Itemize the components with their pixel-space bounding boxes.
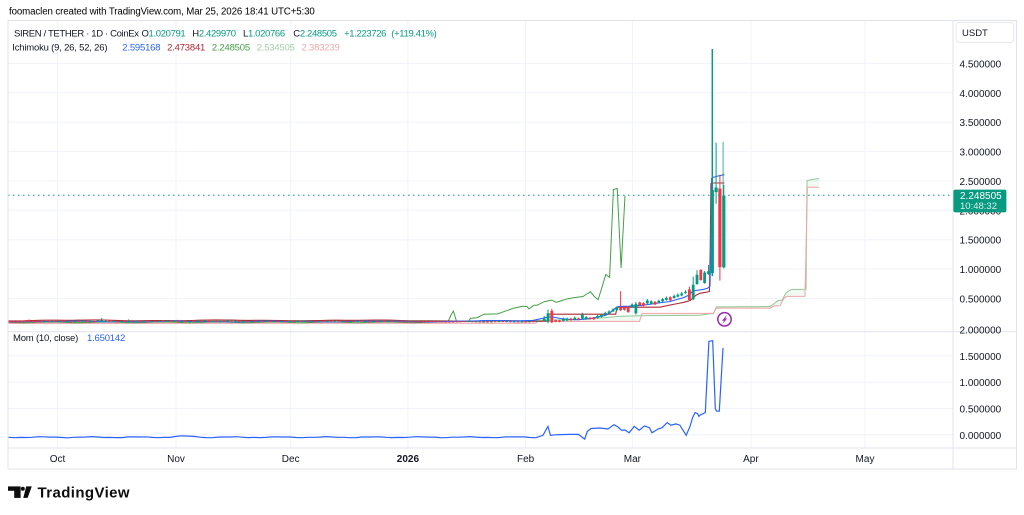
svg-text:1.500000: 1.500000 bbox=[960, 352, 1002, 363]
svg-text:Mar: Mar bbox=[624, 454, 642, 465]
svg-text:0.000000: 0.000000 bbox=[960, 431, 1002, 442]
svg-text:foomaclen created with Trading: foomaclen created with TradingView.com, … bbox=[9, 7, 315, 18]
svg-text:2.248505: 2.248505 bbox=[960, 191, 1002, 202]
svg-text:4.500000: 4.500000 bbox=[960, 59, 1002, 70]
svg-text:TradingView: TradingView bbox=[38, 484, 130, 501]
svg-text:Ichimoku (9, 26, 52, 26)2.5951: Ichimoku (9, 26, 52, 26) 2.595168 2.473841… bbox=[12, 42, 339, 53]
svg-text:1.000000: 1.000000 bbox=[960, 265, 1002, 276]
svg-text:1.500000: 1.500000 bbox=[960, 236, 1002, 247]
svg-text:3.000000: 3.000000 bbox=[960, 148, 1002, 159]
svg-text:USDT: USDT bbox=[962, 28, 988, 39]
svg-text:10:48:32: 10:48:32 bbox=[960, 201, 997, 212]
svg-text:2.000000: 2.000000 bbox=[960, 326, 1002, 337]
svg-text:4.000000: 4.000000 bbox=[960, 89, 1002, 100]
svg-text:2026: 2026 bbox=[397, 454, 420, 465]
svg-text:0.500000: 0.500000 bbox=[960, 294, 1002, 305]
svg-text:0.500000: 0.500000 bbox=[960, 405, 1002, 416]
svg-text:Mom (10, close)1.650142: Mom (10, close) 1.650142 bbox=[13, 333, 125, 344]
svg-text:1.000000: 1.000000 bbox=[960, 378, 1002, 389]
svg-text:Nov: Nov bbox=[167, 454, 185, 465]
svg-text:3.500000: 3.500000 bbox=[960, 118, 1002, 129]
svg-text:Apr: Apr bbox=[743, 454, 759, 465]
svg-text:2.500000: 2.500000 bbox=[960, 177, 1002, 188]
svg-text:Feb: Feb bbox=[517, 454, 535, 465]
svg-text:Dec: Dec bbox=[282, 454, 300, 465]
svg-text:May: May bbox=[856, 454, 875, 465]
svg-text:Oct: Oct bbox=[50, 454, 66, 465]
